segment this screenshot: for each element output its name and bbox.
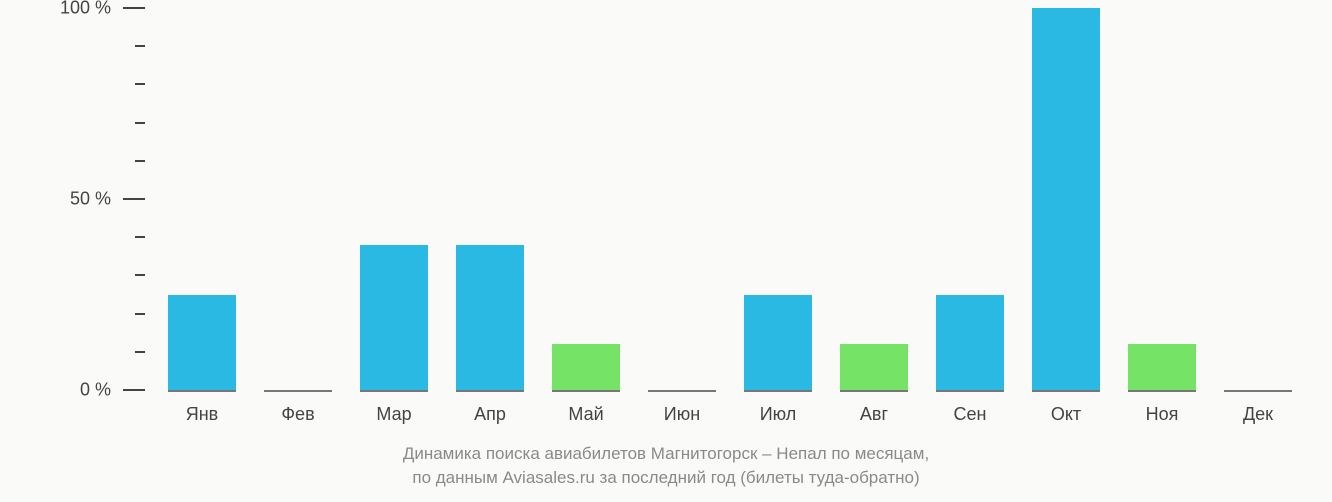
bar bbox=[1032, 8, 1100, 390]
bar-baseline bbox=[744, 390, 812, 392]
bar bbox=[360, 245, 428, 390]
bar bbox=[840, 344, 908, 390]
bar-slot: Май bbox=[552, 8, 620, 390]
plot-area: 0 %50 %100 % ЯнвФевМарАпрМайИюнИюлАвгСен… bbox=[145, 8, 1315, 390]
bar-baseline bbox=[264, 390, 332, 392]
bar bbox=[1128, 344, 1196, 390]
bar-baseline bbox=[360, 390, 428, 392]
bar-slot: Сен bbox=[936, 8, 1004, 390]
bar-slot: Мар bbox=[360, 8, 428, 390]
x-tick-label: Фев bbox=[281, 404, 314, 425]
x-tick-label: Апр bbox=[474, 404, 506, 425]
x-tick-label: Ноя bbox=[1146, 404, 1179, 425]
bar-slot: Фев bbox=[264, 8, 332, 390]
y-tick-label: 100 % bbox=[60, 0, 121, 19]
bar-slot: Янв bbox=[168, 8, 236, 390]
x-tick-label: Июн bbox=[664, 404, 700, 425]
y-tick-mark bbox=[123, 7, 145, 9]
y-tick-mark bbox=[135, 236, 145, 238]
caption-line-1: Динамика поиска авиабилетов Магнитогорск… bbox=[0, 442, 1332, 466]
bar-baseline bbox=[1128, 390, 1196, 392]
bar-slot: Авг bbox=[840, 8, 908, 390]
bar-baseline bbox=[1032, 390, 1100, 392]
chart-container: 0 % 50 % 100 % Янв Фев Мар Апр Май Июн Июл Авг Сен… bbox=[0, 0, 1332, 502]
x-tick-label: Мар bbox=[376, 404, 411, 425]
bar-baseline bbox=[936, 390, 1004, 392]
x-tick-label: Янв bbox=[186, 404, 219, 425]
x-tick-label: Авг bbox=[860, 404, 888, 425]
chart-caption: Динамика поиска авиабилетов Магнитогорск… bbox=[0, 442, 1332, 490]
y-tick-mark bbox=[123, 198, 145, 200]
x-tick-label: Сен bbox=[954, 404, 987, 425]
bar-slot: Окт bbox=[1032, 8, 1100, 390]
y-tick-mark bbox=[135, 313, 145, 315]
bar-slot: Июл bbox=[744, 8, 812, 390]
y-tick-label: 0 % bbox=[80, 380, 121, 401]
bar bbox=[936, 295, 1004, 391]
x-tick-label: Июл bbox=[760, 404, 797, 425]
bar-baseline bbox=[648, 390, 716, 392]
bar-baseline bbox=[456, 390, 524, 392]
bar bbox=[744, 295, 812, 391]
bar-slot: Апр bbox=[456, 8, 524, 390]
y-tick-mark bbox=[135, 45, 145, 47]
y-tick-mark bbox=[135, 122, 145, 124]
y-tick-label: 50 % bbox=[70, 189, 121, 210]
bar-baseline bbox=[552, 390, 620, 392]
bar-slot: Дек bbox=[1224, 8, 1292, 390]
y-tick-mark bbox=[123, 389, 145, 391]
bar bbox=[456, 245, 524, 390]
x-tick-label: Май bbox=[568, 404, 603, 425]
caption-line-2: по данным Aviasales.ru за последний год … bbox=[0, 466, 1332, 490]
x-tick-label: Окт bbox=[1051, 404, 1081, 425]
y-tick-mark bbox=[135, 351, 145, 353]
bar bbox=[552, 344, 620, 390]
bar-slot: Июн bbox=[648, 8, 716, 390]
bar bbox=[168, 295, 236, 391]
y-tick-mark bbox=[135, 160, 145, 162]
x-tick-label: Дек bbox=[1243, 404, 1273, 425]
bar-baseline bbox=[168, 390, 236, 392]
bar-slot: Ноя bbox=[1128, 8, 1196, 390]
bar-baseline bbox=[840, 390, 908, 392]
y-tick-mark bbox=[135, 274, 145, 276]
bar-baseline bbox=[1224, 390, 1292, 392]
y-tick-mark bbox=[135, 83, 145, 85]
